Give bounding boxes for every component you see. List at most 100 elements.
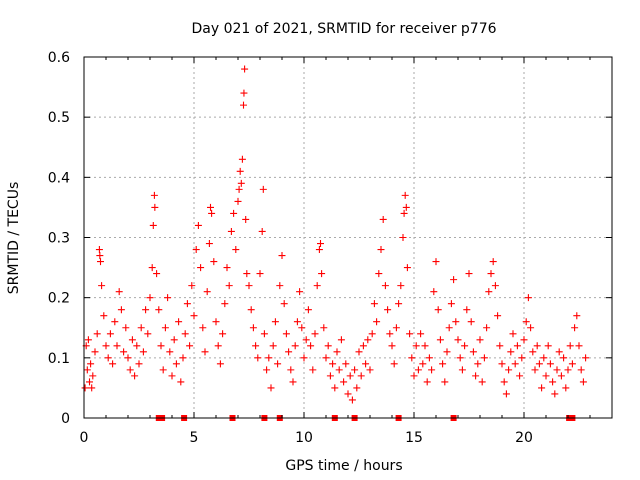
data-point-marker (170, 336, 178, 344)
data-point-marker (348, 396, 356, 404)
data-point-marker (227, 227, 235, 235)
x-axis-ticks: 0 5 10 15 20 (80, 57, 591, 446)
data-point-marker (425, 354, 433, 362)
data-point-marker (179, 354, 187, 362)
data-point-marker (402, 203, 410, 211)
data-point-marker (447, 300, 455, 308)
data-point-marker (441, 378, 449, 386)
data-point-marker (304, 306, 312, 314)
data-point-marker (265, 354, 273, 362)
data-point-marker (566, 342, 574, 350)
data-point-marker (153, 270, 161, 278)
data-point-marker (353, 384, 361, 392)
data-point-marker (216, 360, 224, 368)
data-point-marker (335, 366, 343, 374)
data-point-marker (142, 306, 150, 314)
data-point-marker (240, 89, 248, 97)
data-point-marker (421, 342, 429, 350)
y-tick-label: 0.5 (48, 110, 70, 126)
data-point-marker (210, 258, 218, 266)
data-point-marker (271, 318, 279, 326)
data-point-marker (575, 342, 583, 350)
data-point-marker (467, 318, 475, 326)
data-point-marker (511, 360, 519, 368)
data-point-marker (577, 366, 585, 374)
data-point-marker (509, 330, 517, 338)
data-point-marker (247, 306, 255, 314)
data-point-marker (562, 384, 570, 392)
data-point-marker (252, 342, 260, 350)
data-point-marker (91, 348, 99, 356)
data-point-marker (260, 330, 268, 338)
data-point-marker (280, 300, 288, 308)
x-axis-label: GPS time / hours (285, 458, 402, 474)
data-point-marker (452, 318, 460, 326)
data-point-marker (388, 342, 396, 350)
data-point-marker (84, 336, 92, 344)
data-point-marker (146, 294, 154, 302)
data-point-marker (287, 366, 295, 374)
data-point-marker (190, 312, 198, 320)
data-point-marker (390, 360, 398, 368)
data-point-marker (269, 342, 277, 350)
data-point-marker (93, 330, 101, 338)
data-point-marker (485, 288, 493, 296)
data-point-marker (381, 282, 389, 290)
data-point-marker (313, 282, 321, 290)
data-point-marker (403, 264, 411, 272)
data-point-marker (86, 378, 93, 386)
data-point-marker (186, 342, 194, 350)
data-point-marker (161, 324, 169, 332)
data-point-marker (557, 372, 565, 380)
data-point-marker (461, 342, 469, 350)
data-point-marker (406, 330, 414, 338)
data-point-marker (307, 342, 315, 350)
data-point-marker (401, 191, 409, 199)
data-point-marker (289, 378, 297, 386)
data-point-marker (87, 360, 95, 368)
data-point-marker (223, 264, 231, 272)
data-point-marker (494, 312, 502, 320)
data-point-marker (491, 282, 499, 290)
data-point-marker (529, 348, 537, 356)
y-axis-ticks: 0 0.1 0.2 0.3 0.4 0.5 0.6 (48, 50, 612, 427)
data-point-marker (417, 330, 425, 338)
data-point-marker (386, 330, 394, 338)
data-point-marker (454, 336, 462, 344)
data-point-marker (544, 342, 552, 350)
data-point-marker (379, 215, 387, 223)
data-point-marker (298, 324, 306, 332)
data-point-marker (516, 372, 524, 380)
data-point-marker (267, 384, 275, 392)
data-point-marker (450, 276, 458, 284)
data-point-marker (249, 324, 257, 332)
data-point-marker (139, 348, 147, 356)
x-tick-label: 10 (295, 430, 313, 446)
data-point-marker (194, 221, 202, 229)
data-point-marker (278, 252, 286, 260)
data-point-marker (212, 318, 220, 326)
y-tick-label: 0.2 (48, 291, 70, 307)
data-point-marker (520, 336, 528, 344)
data-point-marker (373, 318, 381, 326)
data-point-marker (322, 354, 330, 362)
data-point-marker (408, 354, 416, 362)
data-point-marker (104, 354, 112, 362)
data-point-marker (230, 209, 238, 217)
data-point-marker (155, 306, 163, 314)
data-point-marker (342, 360, 350, 368)
data-point-marker (340, 378, 348, 386)
data-point-marker (428, 366, 436, 374)
data-point-marker (564, 366, 572, 374)
data-point-marker (472, 372, 480, 380)
data-point-marker (232, 246, 240, 254)
data-point-marker (109, 360, 117, 368)
data-point-marker (531, 366, 539, 374)
data-point-marker (315, 246, 323, 254)
data-point-marker (419, 360, 427, 368)
data-point-marker (221, 300, 229, 308)
data-point-marker (309, 366, 317, 374)
data-point-marker (524, 294, 532, 302)
data-point-marker (236, 167, 244, 175)
